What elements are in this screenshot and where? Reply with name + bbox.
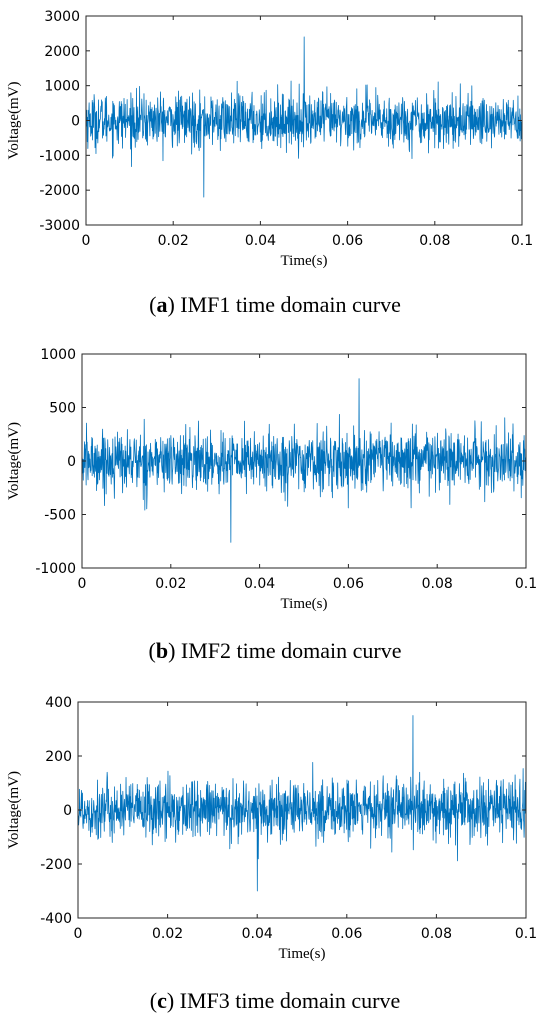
chart-c-xlabel: Time(s) [279, 946, 326, 962]
chart-b-plot: 0 0.02 0.04 0.06 0.08 0.1 1000 500 0 -500 -1000 Tim… [6, 347, 537, 612]
caption-a-text: IMF1 time domain curve [180, 292, 401, 317]
chart-c-xtick-label: 0.06 [331, 926, 362, 942]
caption-c: (c) IMF3 time domain curve [149, 988, 401, 1013]
chart-a-ytick-label: -2000 [39, 183, 80, 199]
chart-c-xtick-label: 0 [74, 926, 83, 942]
chart-a-xtick-label: 0.04 [245, 233, 276, 249]
chart-b-xtick-label: 0 [78, 576, 87, 592]
chart-c-xtick-label: 0.1 [515, 926, 537, 942]
chart-a-xtick-label: 0.02 [158, 233, 189, 249]
chart-c-ytick-label: -200 [40, 857, 72, 873]
chart-b-series-line [81, 378, 527, 543]
caption-a: (a) IMF1 time domain curve [149, 292, 401, 317]
chart-b-ytick-label: -1000 [35, 561, 76, 577]
chart-c-series-line [77, 715, 527, 892]
caption-b: (b) IMF2 time domain curve [148, 638, 402, 663]
chart-b-ytick-label: 500 [49, 401, 76, 417]
chart-a-svg: 0 0.02 0.04 0.06 0.08 0.1 3000 2000 1000 0 -1000 -2… [6, 9, 533, 269]
chart-b-svg: 0 0.02 0.04 0.06 0.08 0.1 1000 500 0 -500 -1000 Tim… [6, 347, 537, 612]
chart-b-xtick-label: 0.08 [422, 576, 453, 592]
chart-c-svg: 0 0.02 0.04 0.06 0.08 0.1 400 200 0 -200 -400 Time(… [6, 695, 537, 962]
chart-panel-a: 0 0.02 0.04 0.06 0.08 0.1 3000 2000 1000 0 -1000 -2… [0, 0, 550, 292]
caption-b-letter: b [155, 638, 169, 663]
chart-panel-c: 0 0.02 0.04 0.06 0.08 0.1 400 200 0 -200 -400 Time(… [0, 688, 550, 978]
caption-c-text: IMF3 time domain curve [179, 988, 401, 1013]
chart-b-ytick-label: 0 [67, 454, 76, 470]
chart-a-ytick-label: -1000 [39, 148, 80, 164]
chart-b-xtick-label: 0.02 [155, 576, 186, 592]
chart-a-ytick-label: -3000 [39, 218, 80, 234]
chart-b-ytick-label: -500 [44, 508, 76, 524]
chart-b-xlabel: Time(s) [281, 596, 328, 612]
chart-a-xtick-label: 0 [82, 233, 91, 249]
chart-a-xtick-label: 0.1 [511, 233, 533, 249]
chart-panel-b: 0 0.02 0.04 0.06 0.08 0.1 1000 500 0 -500 -1000 Tim… [0, 340, 550, 630]
chart-b-xtick-label: 0.06 [333, 576, 364, 592]
caption-c-letter: c [157, 988, 167, 1013]
chart-a-ytick-label: 1000 [44, 79, 80, 95]
chart-a-ytick-label: 3000 [44, 9, 80, 25]
chart-b-ytick-label: 1000 [40, 347, 76, 363]
chart-c-ylabel: Voltage(mV) [6, 771, 22, 849]
chart-a-xlabel: Time(s) [281, 253, 328, 269]
chart-c-ytick-label: 0 [63, 803, 72, 819]
chart-a-xtick-label: 0.06 [332, 233, 363, 249]
chart-b-xtick-label: 0.04 [244, 576, 275, 592]
chart-b-ylabel: Voltage(mV) [6, 422, 22, 500]
chart-c-xtick-label: 0.08 [421, 926, 452, 942]
chart-a-ytick-label: 2000 [44, 44, 80, 60]
chart-c-xtick-label: 0.02 [152, 926, 183, 942]
chart-c-plot: 0 0.02 0.04 0.06 0.08 0.1 400 200 0 -200 -400 Time(… [6, 695, 537, 962]
chart-a-series-line [85, 36, 523, 198]
caption-a-letter: a [156, 292, 168, 317]
chart-b-xtick-label: 0.1 [515, 576, 537, 592]
chart-c-xtick-label: 0.04 [242, 926, 273, 942]
chart-c-ytick-label: 400 [45, 695, 72, 711]
chart-c-ytick-label: -400 [40, 911, 72, 927]
chart-a-ylabel: Voltage(mV) [6, 81, 22, 159]
caption-b-text: IMF2 time domain curve [180, 638, 402, 663]
chart-a-xtick-label: 0.08 [419, 233, 450, 249]
chart-a-plot: 0 0.02 0.04 0.06 0.08 0.1 3000 2000 1000 0 -1000 -2… [6, 9, 533, 269]
chart-c-ytick-label: 200 [45, 749, 72, 765]
chart-a-ytick-label: 0 [71, 114, 80, 130]
